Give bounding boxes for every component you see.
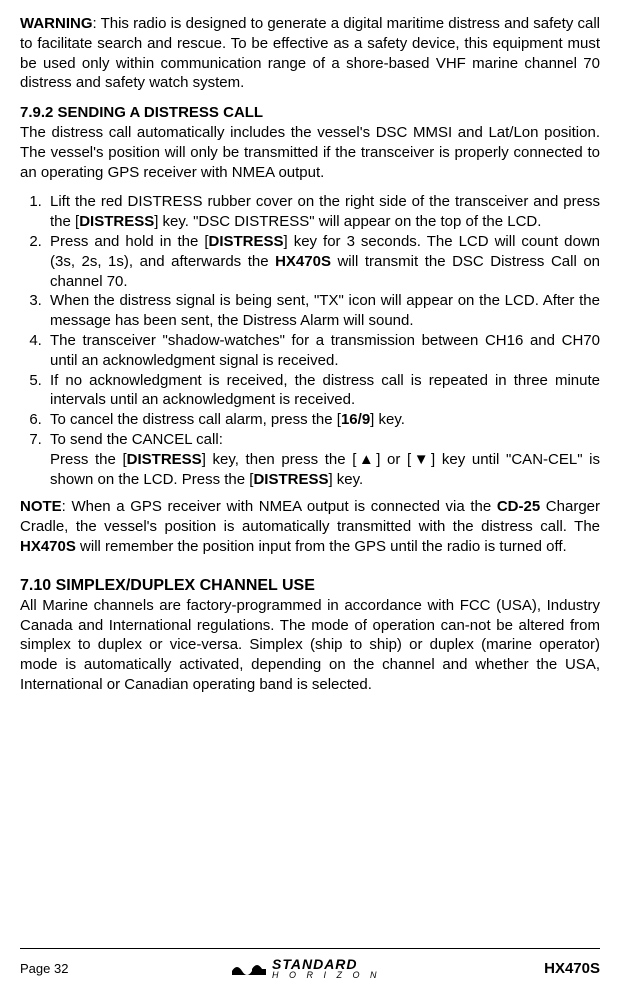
note-model: HX470S (20, 538, 76, 555)
step-7-text-f: ] or [ (376, 451, 411, 468)
note-label: NOTE (20, 498, 62, 515)
step-3: When the distress signal is being sent, … (46, 291, 600, 331)
step-6-text-a: To cancel the distress call alarm, press… (50, 411, 341, 428)
step-7-up-icon: ▲ (356, 451, 376, 468)
step-2-text-a: Press and hold in the [ (50, 233, 209, 250)
step-4: The transceiver "shadow-watches" for a t… (46, 331, 600, 371)
heading-792: 7.9.2 SENDING A DISTRESS CALL (20, 103, 600, 123)
model-label: HX470S (544, 960, 600, 977)
warning-label: WARNING (20, 15, 93, 32)
warning-text: : This radio is designed to generate a d… (20, 15, 600, 91)
step-2: Press and hold in the [DISTRESS] key for… (46, 232, 600, 291)
note-cd25: CD-25 (497, 498, 540, 515)
brand-sub: H O R I Z O N (272, 970, 381, 980)
step-2-key: DISTRESS (209, 233, 284, 250)
step-1-key: DISTRESS (79, 213, 154, 230)
intro-792: The distress call automatically includes… (20, 123, 600, 182)
step-6: To cancel the distress call alarm, press… (46, 410, 600, 430)
brand-text-block: STANDARD H O R I Z O N (272, 956, 381, 980)
step-7-intro: To send the CANCEL call: (50, 431, 223, 448)
page-footer: Page 32 STANDARD H O R I Z O N HX470S (20, 948, 600, 983)
step-2-model: HX470S (275, 253, 331, 270)
page-container: WARNING: This radio is designed to gener… (0, 0, 620, 993)
step-7-text-d: ] key, then press the [ (202, 451, 357, 468)
content-area: WARNING: This radio is designed to gener… (20, 14, 600, 948)
steps-list: Lift the red DISTRESS rubber cover on th… (20, 192, 600, 489)
note-paragraph: NOTE: When a GPS receiver with NMEA outp… (20, 497, 600, 556)
brand-logo: STANDARD H O R I Z O N (232, 956, 381, 980)
step-7-key-2: DISTRESS (253, 471, 328, 488)
note-t1: : When a GPS receiver with NMEA output i… (62, 498, 497, 515)
page-number: Page 32 (20, 961, 68, 976)
step-7-key-1: DISTRESS (127, 451, 202, 468)
step-7-text-b: Press the [ (50, 451, 127, 468)
warning-paragraph: WARNING: This radio is designed to gener… (20, 14, 600, 93)
step-6-key: 16/9 (341, 411, 370, 428)
step-7: To send the CANCEL call: Press the [DIST… (46, 430, 600, 489)
step-7-down-icon: ▼ (411, 451, 431, 468)
step-1-text-c: ] key. "DSC DISTRESS" will appear on the… (154, 213, 541, 230)
note-t5: will remember the position input from th… (76, 538, 567, 555)
step-7-text-j: ] key. (328, 471, 363, 488)
step-6-text-c: ] key. (370, 411, 405, 428)
text-710: All Marine channels are factory-programm… (20, 596, 600, 695)
heading-710: 7.10 SIMPLEX/DUPLEX CHANNEL USE (20, 575, 600, 596)
wave-icon (232, 961, 266, 975)
step-5: If no acknowledgment is received, the di… (46, 371, 600, 411)
step-1: Lift the red DISTRESS rubber cover on th… (46, 192, 600, 232)
